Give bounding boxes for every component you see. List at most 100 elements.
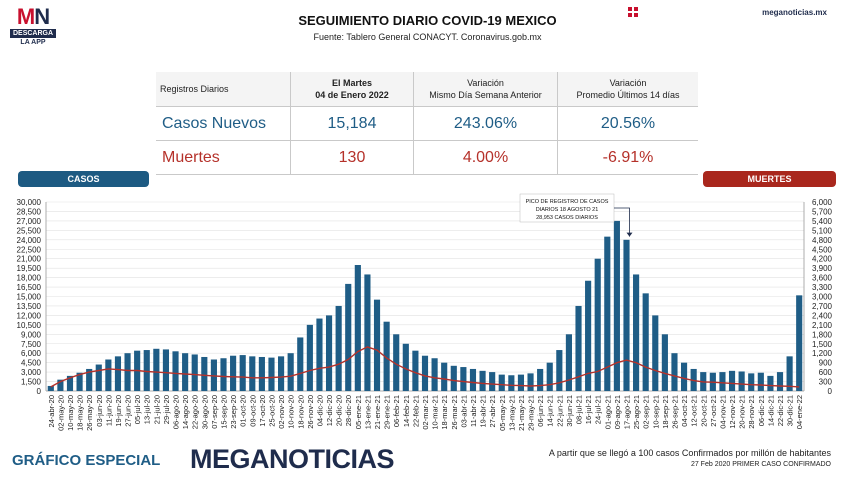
cases-bar bbox=[556, 350, 563, 391]
row-casos-label: Casos Nuevos bbox=[156, 106, 291, 141]
cases-bar bbox=[489, 372, 496, 391]
row-casos-var-week: 243.06% bbox=[413, 106, 558, 141]
cases-bar bbox=[57, 379, 64, 391]
y-right-tick-label: 6,000 bbox=[812, 198, 833, 207]
cases-bar bbox=[469, 368, 477, 391]
x-tick-label: 03-abr-21 bbox=[459, 395, 468, 428]
x-tick-label: 10-nov-20 bbox=[287, 395, 296, 429]
cases-bar bbox=[431, 358, 438, 391]
cases-bar bbox=[517, 374, 525, 391]
cases-bar bbox=[585, 280, 592, 391]
x-tick-label: 14-ago-20 bbox=[181, 395, 190, 429]
cases-bar bbox=[460, 367, 467, 391]
cases-bar bbox=[230, 355, 237, 391]
cases-bar bbox=[325, 315, 333, 391]
cases-bar bbox=[66, 375, 74, 391]
x-tick-label: 22-ago-20 bbox=[191, 395, 200, 429]
site-link[interactable]: meganoticias.mx bbox=[762, 8, 827, 17]
y-left-tick-label: 1,500 bbox=[21, 378, 42, 387]
cases-bar bbox=[124, 353, 131, 391]
cases-bar bbox=[268, 357, 275, 391]
x-tick-label: 06-ago-20 bbox=[172, 395, 181, 429]
y-right-tick-label: 2,100 bbox=[812, 321, 833, 330]
x-tick-label: 25-oct-20 bbox=[268, 395, 277, 427]
cases-bar bbox=[393, 334, 400, 391]
x-tick-label: 14-dic-21 bbox=[766, 395, 775, 426]
x-tick-label: 13-jul-20 bbox=[143, 395, 152, 424]
header-var-avg: Variación Promedio Últimos 14 días bbox=[557, 72, 698, 107]
x-tick-label: 16-jul-21 bbox=[584, 395, 593, 424]
x-tick-label: 06-dic-21 bbox=[757, 395, 766, 426]
x-tick-label: 29-ene-21 bbox=[383, 395, 392, 429]
x-tick-label: 02-may-20 bbox=[56, 395, 65, 431]
brand-wordmark: MEGANOTICIAS bbox=[190, 444, 395, 475]
cases-bar bbox=[402, 343, 409, 391]
header-registros: Registros Diarios bbox=[156, 72, 291, 107]
y-right-tick-label: 5,700 bbox=[812, 207, 833, 216]
x-tick-label: 11-abr-21 bbox=[469, 395, 478, 427]
x-tick-label: 05-jul-20 bbox=[133, 395, 142, 424]
y-left-tick-label: 0 bbox=[37, 387, 42, 396]
x-tick-label: 19-abr-21 bbox=[479, 395, 488, 428]
y-right-tick-label: 5,100 bbox=[812, 226, 833, 235]
peak-annotation-leader bbox=[614, 207, 630, 237]
x-tick-label: 17-oct-20 bbox=[258, 395, 267, 427]
cases-bar bbox=[383, 321, 390, 391]
y-right-tick-label: 5,400 bbox=[812, 217, 833, 226]
y-left-tick-label: 27,000 bbox=[17, 217, 42, 226]
cases-bar bbox=[565, 334, 572, 391]
x-tick-label: 26-mar-21 bbox=[450, 395, 459, 430]
x-tick-label: 18-nov-20 bbox=[296, 395, 305, 429]
y-right-tick-label: 600 bbox=[819, 368, 833, 377]
x-tick-label: 29-jul-20 bbox=[162, 395, 171, 424]
brand-logo: MN DESCARGA LA APP bbox=[10, 6, 56, 47]
x-tick-label: 17-ago-21 bbox=[623, 395, 632, 429]
x-tick-label: 08-jul-21 bbox=[575, 395, 584, 424]
row-muertes-value: 130 bbox=[290, 140, 414, 175]
header-var-week: Variación Mismo Día Semana Anterior bbox=[413, 72, 558, 107]
cases-bar bbox=[287, 353, 294, 391]
footer-note: A partir que se llegó a 100 casos Confir… bbox=[548, 448, 831, 458]
cases-bar bbox=[191, 354, 198, 391]
y-left-tick-label: 30,000 bbox=[17, 198, 42, 207]
cases-bar bbox=[738, 371, 745, 391]
cases-bar bbox=[143, 350, 150, 391]
x-tick-label: 27-jun-20 bbox=[124, 395, 133, 427]
cases-bar bbox=[421, 355, 429, 391]
cases-bar bbox=[354, 265, 361, 391]
x-tick-label: 09-oct-20 bbox=[248, 395, 257, 427]
cases-bar bbox=[498, 374, 505, 391]
x-tick-label: 28-nov-21 bbox=[747, 395, 756, 429]
y-left-tick-label: 12,000 bbox=[17, 311, 42, 320]
x-tick-label: 29-may-21 bbox=[527, 395, 536, 431]
cases-bar bbox=[86, 368, 93, 391]
logo-download-label[interactable]: DESCARGA bbox=[10, 29, 56, 38]
x-tick-label: 03-jun-20 bbox=[95, 395, 104, 427]
cases-bar bbox=[623, 239, 630, 391]
y-left-tick-label: 10,500 bbox=[17, 321, 42, 330]
y-left-tick-label: 15,000 bbox=[17, 293, 42, 302]
x-tick-label: 24-jul-21 bbox=[594, 395, 603, 424]
cases-bar bbox=[335, 305, 342, 391]
cases-bar bbox=[373, 299, 381, 391]
y-right-tick-label: 2,700 bbox=[812, 302, 833, 311]
footer-first-case: 27 Feb 2020 PRIMER CASO CONFIRMADO bbox=[690, 461, 831, 468]
y-left-tick-label: 4,500 bbox=[21, 359, 42, 368]
x-tick-label: 13-ene-21 bbox=[363, 395, 372, 429]
y-left-tick-label: 3,000 bbox=[21, 368, 42, 377]
x-tick-label: 10-may-20 bbox=[66, 395, 75, 431]
x-tick-label: 14-jun-21 bbox=[546, 395, 555, 427]
x-tick-label: 04-nov-21 bbox=[718, 395, 727, 429]
y-right-tick-label: 0 bbox=[828, 387, 833, 396]
peak-annotation-text: 28,953 CASOS DIARIOS bbox=[536, 215, 598, 221]
grid-icon[interactable] bbox=[628, 7, 638, 17]
x-tick-label: 21-ene-21 bbox=[373, 395, 382, 429]
y-left-tick-label: 7,500 bbox=[21, 340, 42, 349]
x-tick-label: 22-dic-21 bbox=[776, 395, 785, 426]
row-muertes-var-week: 4.00% bbox=[413, 140, 558, 175]
cases-bar bbox=[95, 364, 102, 391]
x-tick-label: 05-may-21 bbox=[498, 395, 507, 431]
y-left-tick-label: 28,500 bbox=[17, 207, 42, 216]
x-tick-label: 26-may-20 bbox=[85, 395, 94, 431]
x-tick-label: 23-sep-20 bbox=[229, 395, 238, 429]
